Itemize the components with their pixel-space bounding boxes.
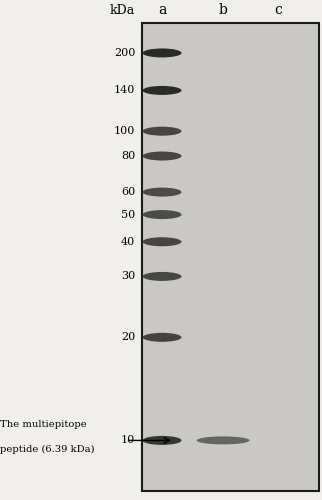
Text: c: c (274, 2, 282, 16)
Text: 200: 200 (114, 48, 135, 58)
Text: a: a (158, 2, 166, 16)
Ellipse shape (143, 126, 182, 136)
Text: 140: 140 (114, 86, 135, 96)
Text: 20: 20 (121, 332, 135, 342)
Ellipse shape (143, 436, 182, 445)
Text: 40: 40 (121, 237, 135, 247)
Ellipse shape (143, 152, 182, 160)
Text: 10: 10 (121, 436, 135, 446)
Ellipse shape (143, 86, 182, 95)
Ellipse shape (143, 210, 182, 219)
Text: 50: 50 (121, 210, 135, 220)
Text: peptide (6.39 kDa): peptide (6.39 kDa) (0, 444, 95, 454)
Text: The multiepitope: The multiepitope (0, 420, 87, 430)
Text: 30: 30 (121, 272, 135, 281)
Text: 60: 60 (121, 187, 135, 197)
Ellipse shape (143, 188, 182, 196)
Ellipse shape (196, 436, 250, 444)
Ellipse shape (143, 333, 182, 342)
Text: b: b (219, 2, 228, 16)
Text: kDa: kDa (110, 4, 135, 16)
Text: 80: 80 (121, 151, 135, 161)
Ellipse shape (143, 48, 182, 58)
Text: 100: 100 (114, 126, 135, 136)
Bar (142, 22, 319, 491)
Ellipse shape (143, 272, 182, 281)
Ellipse shape (143, 238, 182, 246)
